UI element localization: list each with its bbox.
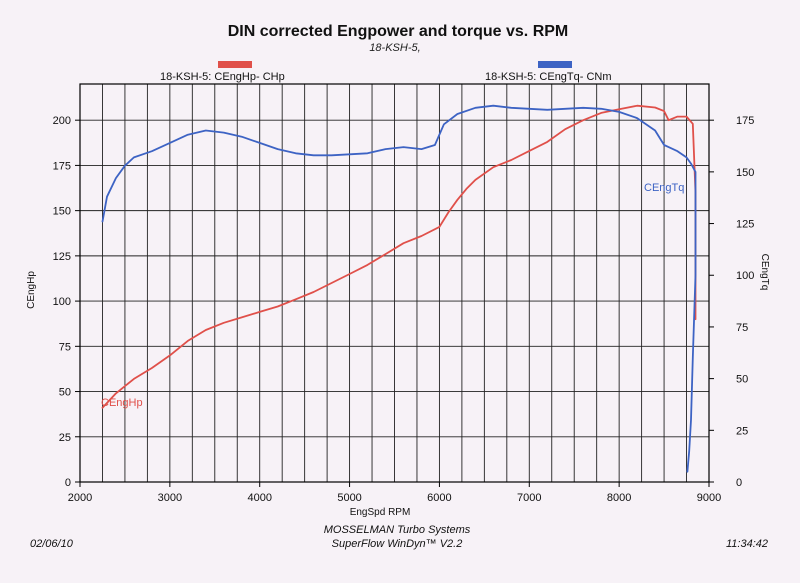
x-tick-label: 7000 [517, 492, 541, 504]
y-tick-label-left: 200 [53, 115, 71, 127]
y-tick-label-left: 175 [53, 160, 71, 172]
y-tick-label-left: 125 [53, 251, 71, 263]
y-axis-label-right: CEngTq [759, 254, 770, 291]
series-line-cenghp [101, 104, 697, 409]
axis-ticks: 2000 3000 4000 5000 6000 7000 8000 900002550751… [53, 115, 755, 504]
legend-swatch-tq [538, 61, 572, 68]
y-tick-label-left: 0 [65, 477, 71, 489]
y-tick-label-right: 50 [736, 374, 748, 386]
x-axis-label: EngSpd RPM [350, 507, 411, 518]
y-tick-label-left: 100 [53, 296, 71, 308]
y-tick-label-left: 50 [59, 387, 71, 399]
series-label-hp: CEngHp [101, 397, 143, 409]
x-tick-label: 8000 [607, 492, 631, 504]
x-tick-label: 2000 [68, 492, 92, 504]
x-tick-label: 9000 [697, 492, 721, 504]
series-lines [101, 104, 697, 473]
y-tick-label-left: 150 [53, 206, 71, 218]
series-line-cengtq [101, 104, 697, 473]
series-label-tq: CEngTq [644, 182, 684, 194]
y-tick-label-right: 150 [736, 167, 754, 179]
footer-time: 11:34:42 [726, 538, 768, 550]
legend-label-hp: 18-KSH-5: CEngHp- CHp [160, 71, 285, 83]
x-tick-label: 3000 [158, 492, 182, 504]
legend: 18-KSH-5: CEngHp- CHp 18-KSH-5: CEngTq- … [160, 61, 612, 83]
y-tick-label-left: 75 [59, 341, 71, 353]
y-tick-label-right: 125 [736, 219, 754, 231]
legend-swatch-hp [218, 61, 252, 68]
y-tick-label-left: 25 [59, 432, 71, 444]
chart-subtitle: 18-KSH-5, [369, 42, 420, 54]
x-tick-label: 4000 [247, 492, 271, 504]
x-tick-label: 6000 [427, 492, 451, 504]
y-tick-label-right: 100 [736, 270, 754, 282]
x-tick-label: 5000 [337, 492, 361, 504]
legend-label-tq: 18-KSH-5: CEngTq- CNm [485, 71, 612, 83]
y-tick-label-right: 75 [736, 322, 748, 334]
y-tick-label-right: 0 [736, 477, 742, 489]
footer-company: MOSSELMAN Turbo Systems [324, 524, 471, 536]
y-tick-label-right: 175 [736, 115, 754, 127]
y-axis-label-left: CEngHp [26, 271, 37, 309]
footer-software: SuperFlow WinDyn™ V2.2 [332, 538, 463, 550]
grid [80, 84, 709, 482]
footer-date: 02/06/10 [30, 538, 74, 550]
plot-frame [79, 83, 710, 483]
y-tick-label-right: 25 [736, 425, 748, 437]
chart-title: DIN corrected Engpower and torque vs. RP… [228, 23, 569, 40]
